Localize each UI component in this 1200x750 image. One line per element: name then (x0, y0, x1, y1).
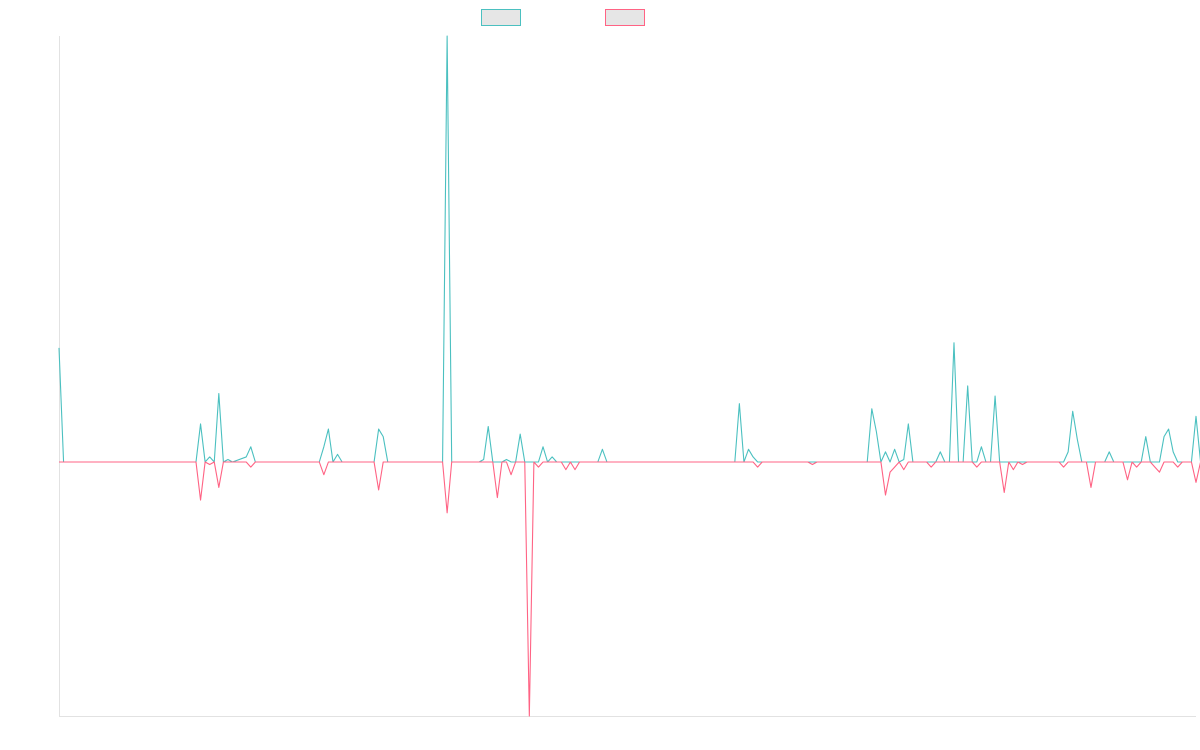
legend[interactable] (481, 9, 645, 26)
legend-swatch-2[interactable] (605, 9, 645, 26)
legend-swatch-1[interactable] (481, 9, 521, 26)
series-layer (58, 35, 1200, 717)
series-line-2 (59, 461, 1200, 717)
series-line-1 (58, 35, 1200, 463)
